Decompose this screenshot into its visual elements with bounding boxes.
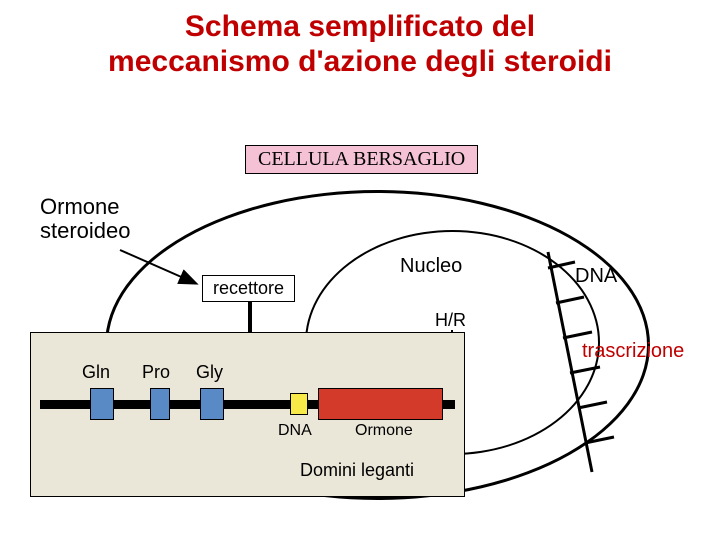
gly-label: Gly <box>196 362 223 383</box>
transcription-label: trascrizione <box>582 340 684 363</box>
receptor-label: recettore <box>202 275 295 302</box>
dna-small-label: DNA <box>278 422 312 440</box>
ormone-small-label: Ormone <box>355 422 413 440</box>
domain-gln <box>90 388 114 420</box>
binding-domains-label: Domini leganti <box>300 460 414 481</box>
title-line1: Schema semplificato del <box>185 10 535 43</box>
domain-gly <box>200 388 224 420</box>
gln-label: Gln <box>82 362 110 383</box>
nucleus-label: Nucleo <box>400 255 462 278</box>
hormone-word1: Ormone steroideo <box>40 194 131 243</box>
domain-dna <box>290 393 308 415</box>
pro-label: Pro <box>142 362 170 383</box>
page-title: Schema semplificato del meccanismo d'azi… <box>0 10 720 79</box>
dna-label: DNA <box>575 265 617 288</box>
cell-label: CELLULA BERSAGLIO <box>245 145 478 174</box>
title-line2: meccanismo d'azione degli steroidi <box>108 45 612 78</box>
domain-pro <box>150 388 170 420</box>
hr-label: H/R <box>435 310 466 331</box>
domain-ormone <box>318 388 443 420</box>
hormone-label: Ormone steroideo <box>40 195 131 243</box>
